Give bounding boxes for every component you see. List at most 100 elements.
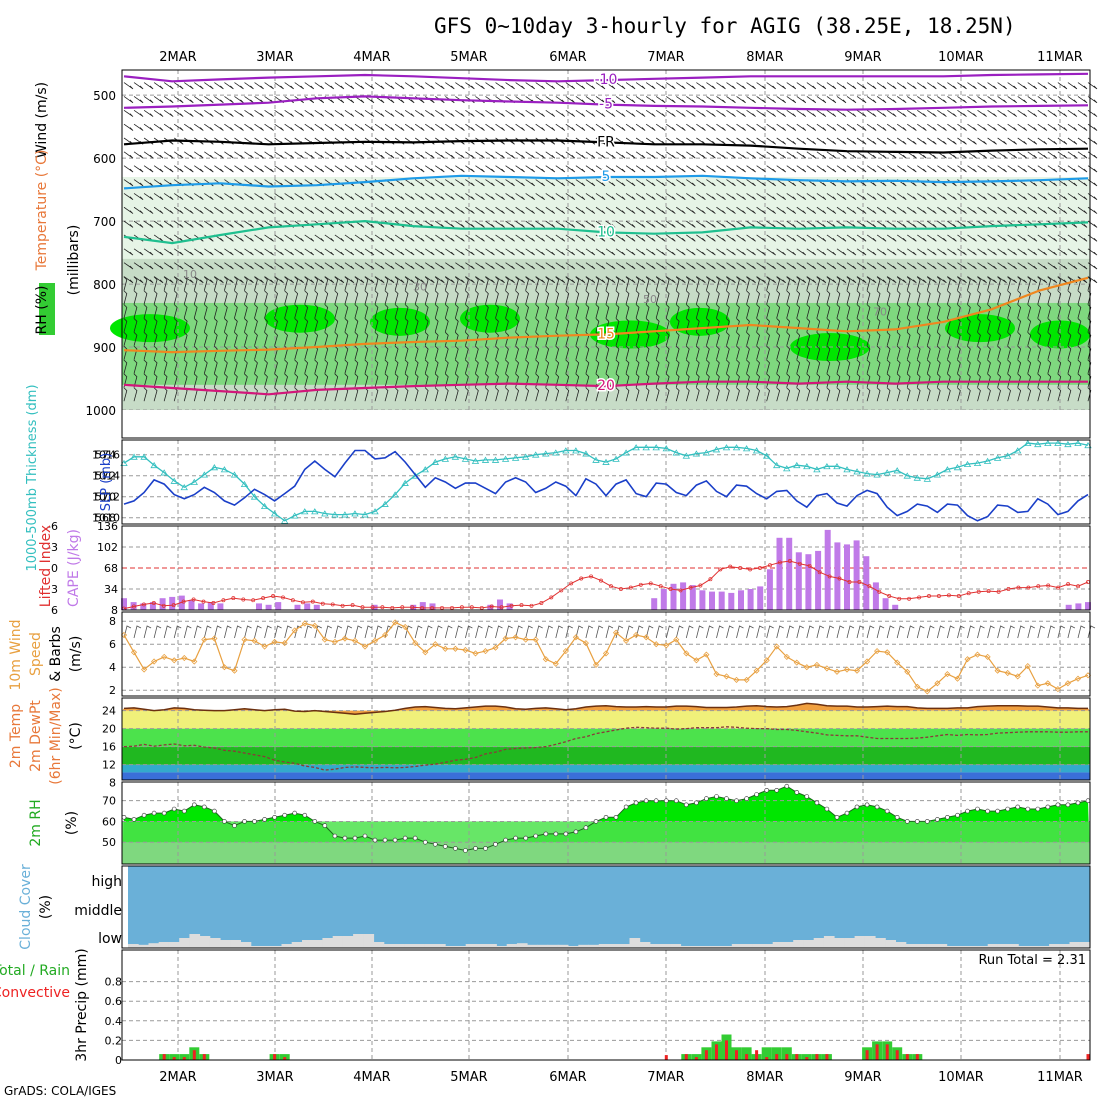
wind-barb <box>404 262 415 270</box>
wind-barb <box>394 290 399 305</box>
wind-barb <box>1077 290 1082 305</box>
wind-barb <box>535 206 545 214</box>
wind10m-marker <box>783 653 790 660</box>
thickness-marker <box>341 511 349 518</box>
rh2m-marker <box>322 823 328 828</box>
wind10m-barb <box>916 625 925 639</box>
wind-barb <box>1067 82 1078 90</box>
wind-barb <box>334 123 345 131</box>
thickness-marker <box>762 452 771 459</box>
wind10m-barb <box>736 625 744 639</box>
low-cloud-bar <box>762 944 774 948</box>
wind-barb <box>525 387 529 402</box>
wind-barb <box>153 304 158 319</box>
wind-barb <box>706 290 710 305</box>
wind-barb <box>625 193 636 201</box>
cape-bar <box>506 603 513 610</box>
thickness-marker <box>391 491 399 498</box>
lifted-index-marker <box>201 599 206 604</box>
wind-barb <box>475 151 485 159</box>
lifted-index-marker <box>509 603 514 608</box>
wind-barb <box>153 318 158 333</box>
wind-barb <box>615 373 620 388</box>
precip-total-bar <box>691 1054 702 1060</box>
wind-barb <box>244 345 248 360</box>
wind-barb <box>465 109 475 117</box>
wind-barb <box>936 276 941 291</box>
wind-barb <box>836 345 841 360</box>
wind-barb <box>957 276 961 291</box>
wind-barb <box>304 276 309 291</box>
wind-barb <box>967 123 977 131</box>
lifted-tick-label: -6 <box>47 520 58 533</box>
wind-barb <box>1057 373 1062 388</box>
wind-barb <box>645 304 650 319</box>
precip-tick-label: 0.8 <box>105 976 123 989</box>
wind-barb <box>204 220 214 228</box>
wind-barb <box>374 276 385 284</box>
rh2m-tick-label: 70 <box>102 795 116 808</box>
lifted-index-marker <box>609 584 613 589</box>
wind-barb <box>625 123 636 131</box>
wind-barb <box>896 248 907 256</box>
wind-barb <box>886 151 897 159</box>
wind-barb <box>706 220 716 228</box>
wind-barb <box>334 234 345 242</box>
rh-label: RH (%) <box>34 286 50 335</box>
wind-barb <box>384 304 389 319</box>
wind-barb <box>906 359 911 374</box>
wind-barb <box>997 109 1007 117</box>
wind-barb <box>1067 304 1072 319</box>
wind-barb <box>886 82 897 90</box>
lifted-index-marker <box>887 594 892 598</box>
wind-barb <box>475 220 485 228</box>
low-cloud-bar <box>803 940 815 948</box>
precip-convective-bar <box>895 1050 899 1060</box>
wind-barb <box>555 220 566 228</box>
wind-barb <box>866 151 877 159</box>
wind-barb <box>836 206 847 214</box>
wind-barb <box>836 151 847 159</box>
wind-barb <box>836 290 841 305</box>
wind-barb <box>224 248 234 256</box>
wind-barb <box>1087 290 1092 305</box>
wind-barb <box>796 193 807 201</box>
rh2m-marker <box>935 817 940 822</box>
low-cloud-bar <box>496 946 508 948</box>
rh-contour-label: 30 <box>413 280 427 293</box>
low-cloud-bar <box>342 936 354 948</box>
wind-barb <box>886 345 891 360</box>
cape-bar <box>805 554 812 610</box>
low-cloud-bar <box>199 936 211 948</box>
wind-barb <box>635 123 646 131</box>
wind-barb <box>324 165 335 173</box>
thickness-marker <box>441 455 450 462</box>
wind-barb <box>214 206 224 214</box>
wind-barb <box>435 151 445 159</box>
wind-barb <box>324 290 329 305</box>
cape-bar <box>844 544 850 610</box>
wind-barb <box>676 193 686 201</box>
wind10m-marker <box>743 676 750 683</box>
wind-barb <box>1047 331 1052 346</box>
wind10m-marker <box>361 643 369 650</box>
wind-barb <box>977 290 981 305</box>
wind-barb <box>927 165 937 173</box>
wind-barb <box>886 206 897 214</box>
wind-barb <box>404 193 415 201</box>
wind-barb <box>655 151 666 159</box>
wind-barb <box>937 123 947 131</box>
wind-barb <box>213 290 218 305</box>
wind10m-marker <box>181 654 188 662</box>
wind-barb <box>896 276 901 291</box>
wind-barb <box>645 290 650 305</box>
wind-barb <box>264 276 274 284</box>
wind-barb <box>615 179 626 187</box>
wind-barb <box>886 193 897 201</box>
wind10m-barb <box>545 625 553 639</box>
precip-convective-bar <box>865 1050 869 1060</box>
wind-barb <box>525 290 529 305</box>
wind-barb <box>736 234 746 242</box>
wind-barb <box>495 262 505 270</box>
rh-high-area <box>590 320 670 349</box>
